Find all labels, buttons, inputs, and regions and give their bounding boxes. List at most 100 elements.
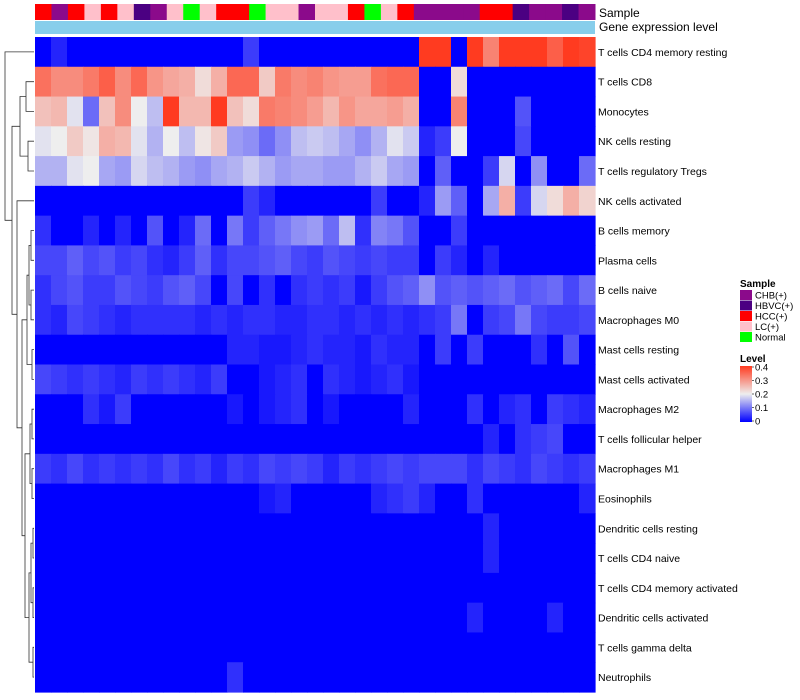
heatmap-cell [547,215,564,247]
heatmap-cell [483,602,500,634]
level-tick-label: 0.1 [755,403,768,414]
heatmap-cell [147,66,164,98]
heatmap-cell [371,632,388,663]
heatmap-cell [371,245,388,276]
heatmap-cell [467,424,484,455]
heatmap-cell [499,543,516,574]
heatmap-cell [515,37,532,68]
heatmap-cell [259,126,276,157]
heatmap-cell [403,602,420,634]
heatmap-cell [195,513,212,544]
heatmap-cell [563,364,580,395]
sample-annotation-cell [479,4,497,20]
row-label: Neutrophils [598,672,651,684]
heatmap-cell [531,394,548,425]
level-tick-label: 0.2 [755,390,768,401]
heatmap-cell [531,275,548,306]
heatmap-cell [515,572,532,604]
heatmap-cell [403,334,420,366]
heatmap-cell [563,543,580,574]
heatmap-cell [35,602,52,634]
heatmap-cell [179,394,196,425]
heatmap-cell [67,424,84,455]
heatmap-cell [451,37,468,68]
heatmap-cell [387,185,404,217]
heatmap-cell [211,215,228,247]
heatmap-cell [259,424,276,455]
heatmap-cell [451,126,468,157]
heatmap-cell [67,572,84,604]
heatmap-cell [339,632,356,663]
heatmap-cell [291,513,308,544]
heatmap-cell [547,602,564,634]
heatmap-cell [531,304,548,336]
sample-annotation-cell [282,4,300,20]
heatmap-cell [355,632,372,663]
heatmap-cell [515,304,532,336]
heatmap-cell [547,394,564,425]
heatmap-cell [451,275,468,306]
heatmap-cell [67,126,84,157]
heatmap-cell [35,572,52,604]
dendrogram-branch [16,200,34,429]
heatmap-cell [403,572,420,604]
heatmap-cell [67,632,84,663]
heatmap-cell [83,304,100,336]
heatmap-cell [419,245,436,276]
heatmap-cell [483,245,500,276]
heatmap-cell [435,394,452,425]
heatmap-cell [355,66,372,98]
heatmap-cell [515,185,532,217]
heatmap-cell [483,156,500,187]
sample-annotation-cell [562,4,580,20]
heatmap-cell [291,334,308,366]
heatmap-cell [51,126,68,157]
heatmap-cell [243,513,260,544]
heatmap-cell [339,304,356,336]
heatmap-cell [99,424,116,455]
heatmap-cell [227,453,244,485]
heatmap-cell [371,394,388,425]
heatmap-cell [579,334,596,366]
dendrogram-branch [31,468,34,499]
heatmap-cell [163,543,180,574]
heatmap-cell [35,632,52,663]
heatmap-cell [563,185,580,217]
heatmap-cell [275,483,292,514]
sample-annotation-cell [117,4,135,20]
heatmap-cell [339,662,356,693]
heatmap-cell [371,424,388,455]
heatmap-cell [547,572,564,604]
heatmap-cell [83,424,100,455]
heatmap-cell [323,275,340,306]
sample-annotation-cell [35,4,52,20]
heatmap-cell [115,364,132,395]
heatmap-cell [243,453,260,485]
heatmap-cell [163,96,180,127]
heatmap-cell [419,156,436,187]
heatmap-cell [579,37,596,68]
heatmap-cell [435,96,452,127]
heatmap-cell [467,394,484,425]
heatmap-cell [163,126,180,157]
heatmap-cell [275,245,292,276]
heatmap-cell [339,275,356,306]
heatmap-cell [435,424,452,455]
heatmap-cell [211,126,228,157]
dendrogram-branch [4,51,34,221]
heatmap-cell [291,394,308,425]
heatmap-cell [483,543,500,574]
heatmap-cell [291,304,308,336]
heatmap-cell [435,304,452,336]
heatmap-cell [227,37,244,68]
heatmap-cell [323,662,340,693]
heatmap-cell [275,215,292,247]
heatmap-cell [371,275,388,306]
heatmap-cell [419,424,436,455]
heatmap-cell [227,394,244,425]
heatmap-cell [467,572,484,604]
heatmap-cell [435,126,452,157]
heatmap-cell [499,185,516,217]
legend-label: HCC(+) [755,312,787,323]
heatmap-cell [243,156,260,187]
